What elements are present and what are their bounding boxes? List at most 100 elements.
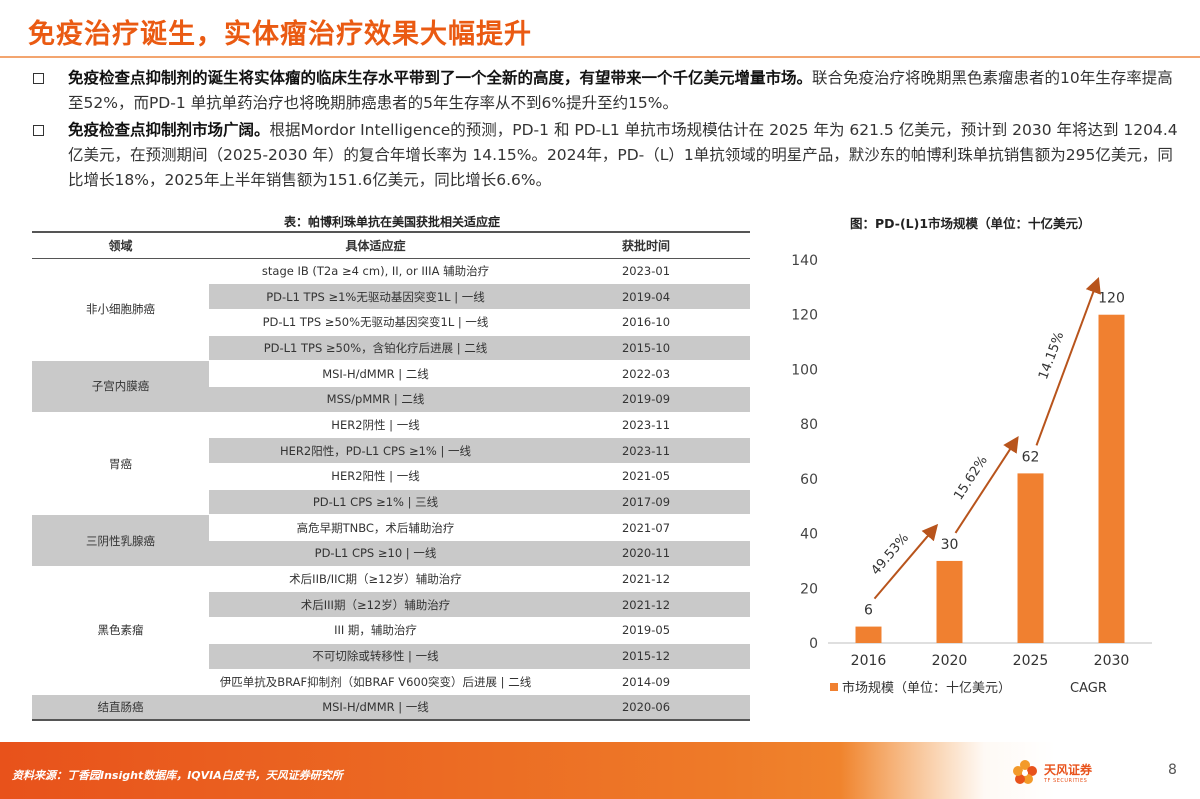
legend-label: 市场规模（单位：十亿美元）: [842, 680, 1011, 696]
checkbox-bullet-icon: [33, 73, 44, 84]
table-row: PD-L1 TPS ≥50%无驱动基因突变1L | 一线 2016-10: [32, 309, 750, 336]
group-cell: 黑色素瘤: [32, 566, 209, 696]
indication-cell: PD-L1 CPS ≥10 | 一线: [209, 540, 542, 567]
y-tick-label: 140: [791, 253, 818, 269]
table-row: 三阴性乳腺癌 高危早期TNBC，术后辅助治疗 2021-07: [32, 514, 750, 567]
approval-date-cell: 2021-12: [542, 591, 750, 619]
chart-title: 图：PD-(L)1市场规模（单位：十亿美元）: [850, 216, 1091, 231]
checkbox-bullet-icon: [33, 125, 44, 136]
indication-cell: 术后IIB/IIC期（≥12岁）辅助治疗: [209, 566, 542, 593]
table-row: 子宫内膜癌 MSI-H/dMMR | 二线 2022-03: [32, 360, 750, 413]
approval-date-cell: 2023-11: [542, 437, 750, 464]
bar-value-label: 6: [864, 603, 873, 619]
table-row: PD-L1 TPS ≥50%，含铂化疗后进展 | 二线 2015-10: [32, 335, 750, 362]
indication-cell: MSI-H/dMMR | 一线: [209, 694, 542, 722]
y-tick-label: 60: [800, 472, 818, 488]
indication-cell: PD-L1 TPS ≥50%无驱动基因突变1L | 一线: [209, 309, 542, 336]
approval-date-cell: 2019-05: [542, 617, 750, 644]
table-row: 胃癌 HER2阴性 | 一线 2023-11: [32, 412, 750, 516]
approval-date-cell: 2021-07: [542, 514, 750, 542]
bar: [1017, 473, 1044, 643]
market-size-chart: 0 20 40 60 80 100 120 140 6 2016 30 2020 62 2025 120 20…: [791, 253, 1152, 696]
table-row: III 期，辅助治疗 2019-05: [32, 617, 750, 644]
approval-date-cell: 2015-10: [542, 335, 750, 362]
x-tick-label: 2016: [851, 653, 887, 669]
group-cell: 结直肠癌: [32, 694, 209, 722]
approval-date-cell: 2017-09: [542, 489, 750, 516]
y-tick-label: 120: [791, 308, 818, 324]
table-row: 伊匹单抗及BRAF抑制剂（如BRAF V600突变）后进展 | 二线 2014-0…: [32, 669, 750, 696]
approval-date-cell: 2022-03: [542, 360, 750, 387]
logo-name-en: TF SECURITIES: [1044, 777, 1088, 784]
approval-date-cell: 2019-04: [542, 283, 750, 310]
logo-name: 天风证券: [1044, 762, 1093, 777]
bullet-item: 免疫检查点抑制剂的诞生将实体瘤的临床生存水平带到了一个全新的高度，有望带来一个千…: [28, 66, 1178, 116]
cagr-arrow: [1035, 276, 1101, 446]
bullet-bold: 免疫检查点抑制剂的诞生将实体瘤的临床生存水平带到了一个全新的高度，有望带来一个千…: [68, 69, 813, 87]
table-body: 非小细胞肺癌 stage IB (T2a ≥4 cm), II, or IIIA …: [32, 258, 750, 722]
bullet-text: 根据Mordor Intelligence的预测，PD-1 和 PD-L1 单抗…: [68, 121, 1178, 189]
indication-cell: MSI-H/dMMR | 二线: [209, 360, 542, 387]
y-tick-label: 40: [800, 527, 818, 543]
legend-swatch: [830, 683, 838, 691]
table-row: 结直肠癌 MSI-H/dMMR | 一线 2020-06: [32, 694, 750, 722]
y-tick-label: 0: [809, 636, 818, 652]
bar: [1098, 314, 1125, 643]
company-logo: 天风证券 TF SECURITIES: [1010, 757, 1092, 787]
cagr-label: 49.53%: [869, 531, 913, 578]
approval-date-cell: 2020-11: [542, 540, 750, 567]
source-note: 资料来源：丁香园Insight数据库，IQVIA白皮书，天风证券研究所: [12, 769, 343, 782]
header-date: 获批时间: [542, 231, 750, 259]
indication-cell: 术后III期（≥12岁）辅助治疗: [209, 591, 542, 619]
indication-cell: 不可切除或转移性 | 一线: [209, 643, 542, 670]
header-field: 领域: [32, 231, 209, 259]
table-header-row: 领域 具体适应症 获批时间: [32, 231, 750, 259]
logo-flower-icon: [1013, 760, 1037, 784]
approval-date-cell: 2014-09: [542, 669, 750, 696]
indication-cell: PD-L1 CPS ≥1% | 三线: [209, 489, 542, 516]
bullet-bold: 免疫检查点抑制剂市场广阔。: [68, 121, 270, 139]
title-divider: [0, 56, 1200, 58]
table-row: 不可切除或转移性 | 一线 2015-12: [32, 643, 750, 670]
indication-table: 领域 具体适应症 获批时间 非小细胞肺癌 stage IB (T2a ≥4 cm)…: [32, 231, 750, 722]
table-row: PD-L1 CPS ≥1% | 三线 2017-09: [32, 489, 750, 516]
table-row: PD-L1 CPS ≥10 | 一线 2020-11: [32, 540, 750, 567]
table-row: 术后III期（≥12岁）辅助治疗 2021-12: [32, 591, 750, 619]
bullet-item: 免疫检查点抑制剂市场广阔。根据Mordor Intelligence的预测，PD…: [28, 118, 1178, 193]
indication-cell: MSS/pMMR | 二线: [209, 386, 542, 413]
page-number: 8: [1168, 762, 1177, 778]
y-tick-label: 100: [791, 362, 818, 378]
bullet-text: 联合免疫治疗将晚期黑色素瘤患者的10年生存率提高至52%，而PD-1 单抗单药治…: [68, 69, 1173, 112]
x-tick-label: 2030: [1094, 653, 1130, 669]
indication-cell: 高危早期TNBC，术后辅助治疗: [209, 514, 542, 542]
indication-cell: stage IB (T2a ≥4 cm), II, or IIIA 辅助治疗: [209, 258, 542, 285]
approval-date-cell: 2016-10: [542, 309, 750, 336]
x-tick-label: 2020: [932, 653, 968, 669]
table-row: PD-L1 TPS ≥1%无驱动基因突变1L | 一线 2019-04: [32, 283, 750, 310]
approval-date-cell: 2023-11: [542, 412, 750, 439]
cagr-label: 15.62%: [951, 453, 991, 503]
approval-date-cell: 2021-12: [542, 566, 750, 593]
table-row: HER2阳性，PD-L1 CPS ≥1% | 一线 2023-11: [32, 437, 750, 464]
table-row: 非小细胞肺癌 stage IB (T2a ≥4 cm), II, or IIIA …: [32, 258, 750, 362]
group-cell: 三阴性乳腺癌: [32, 514, 209, 567]
approval-date-cell: 2023-01: [542, 258, 750, 285]
indication-cell: HER2阳性，PD-L1 CPS ≥1% | 一线: [209, 437, 542, 464]
indication-cell: HER2阴性 | 一线: [209, 412, 542, 439]
bullet-list: 免疫检查点抑制剂的诞生将实体瘤的临床生存水平带到了一个全新的高度，有望带来一个千…: [28, 66, 1178, 195]
indication-cell: PD-L1 TPS ≥50%，含铂化疗后进展 | 二线: [209, 335, 542, 362]
group-cell: 子宫内膜癌: [32, 360, 209, 413]
cagr-arrow: [873, 523, 939, 600]
cagr-legend-label: CAGR: [1070, 681, 1107, 696]
cagr-arrow: [954, 436, 1019, 534]
indication-cell: III 期，辅助治疗: [209, 617, 542, 644]
indication-cell: 伊匹单抗及BRAF抑制剂（如BRAF V600突变）后进展 | 二线: [209, 669, 542, 696]
y-tick-label: 20: [800, 581, 818, 597]
bar-value-label: 120: [1098, 291, 1125, 307]
header-indication: 具体适应症: [209, 231, 542, 259]
bar: [855, 626, 882, 643]
group-cell: 胃癌: [32, 412, 209, 516]
approval-date-cell: 2021-05: [542, 463, 750, 490]
bar-value-label: 62: [1022, 449, 1040, 465]
group-cell: 非小细胞肺癌: [32, 258, 209, 362]
